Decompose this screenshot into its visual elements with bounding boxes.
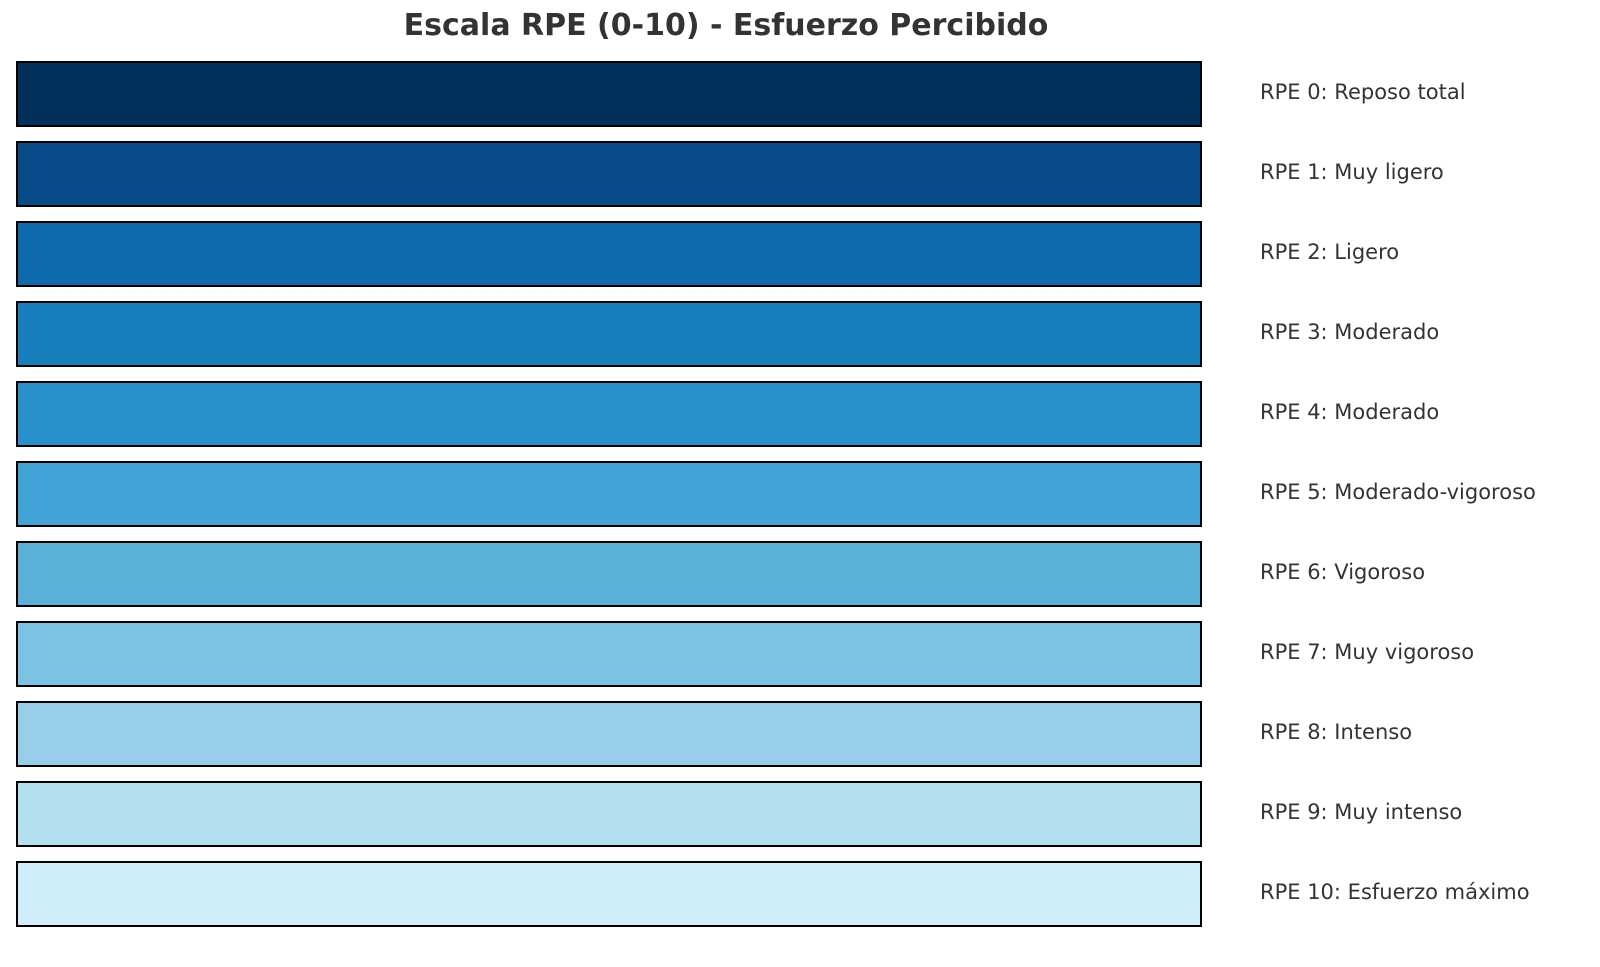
rpe-bar-3: [16, 301, 1202, 367]
rpe-bar-7: [16, 621, 1202, 687]
chart-title: Escala RPE (0-10) - Esfuerzo Percibido: [403, 8, 1049, 43]
rpe-label-4: RPE 4: Moderado: [1260, 400, 1440, 424]
rpe-label-10: RPE 10: Esfuerzo máximo: [1260, 880, 1530, 904]
rpe-label-1: RPE 1: Muy ligero: [1260, 160, 1444, 184]
rpe-bar-6: [16, 541, 1202, 607]
rpe-bar-4: [16, 381, 1202, 447]
rpe-bar-10: [16, 861, 1202, 927]
rpe-label-9: RPE 9: Muy intenso: [1260, 800, 1463, 824]
rpe-bar-5: [16, 461, 1202, 527]
rpe-bar-0: [16, 61, 1202, 127]
rpe-bar-8: [16, 701, 1202, 767]
rpe-label-8: RPE 8: Intenso: [1260, 720, 1413, 744]
rpe-label-0: RPE 0: Reposo total: [1260, 80, 1466, 104]
rpe-bar-9: [16, 781, 1202, 847]
rpe-label-2: RPE 2: Ligero: [1260, 240, 1400, 264]
rpe-bar-2: [16, 221, 1202, 287]
rpe-label-5: RPE 5: Moderado-vigoroso: [1260, 480, 1536, 504]
rpe-bar-1: [16, 141, 1202, 207]
rpe-label-7: RPE 7: Muy vigoroso: [1260, 640, 1475, 664]
rpe-label-3: RPE 3: Moderado: [1260, 320, 1440, 344]
rpe-label-6: RPE 6: Vigoroso: [1260, 560, 1426, 584]
